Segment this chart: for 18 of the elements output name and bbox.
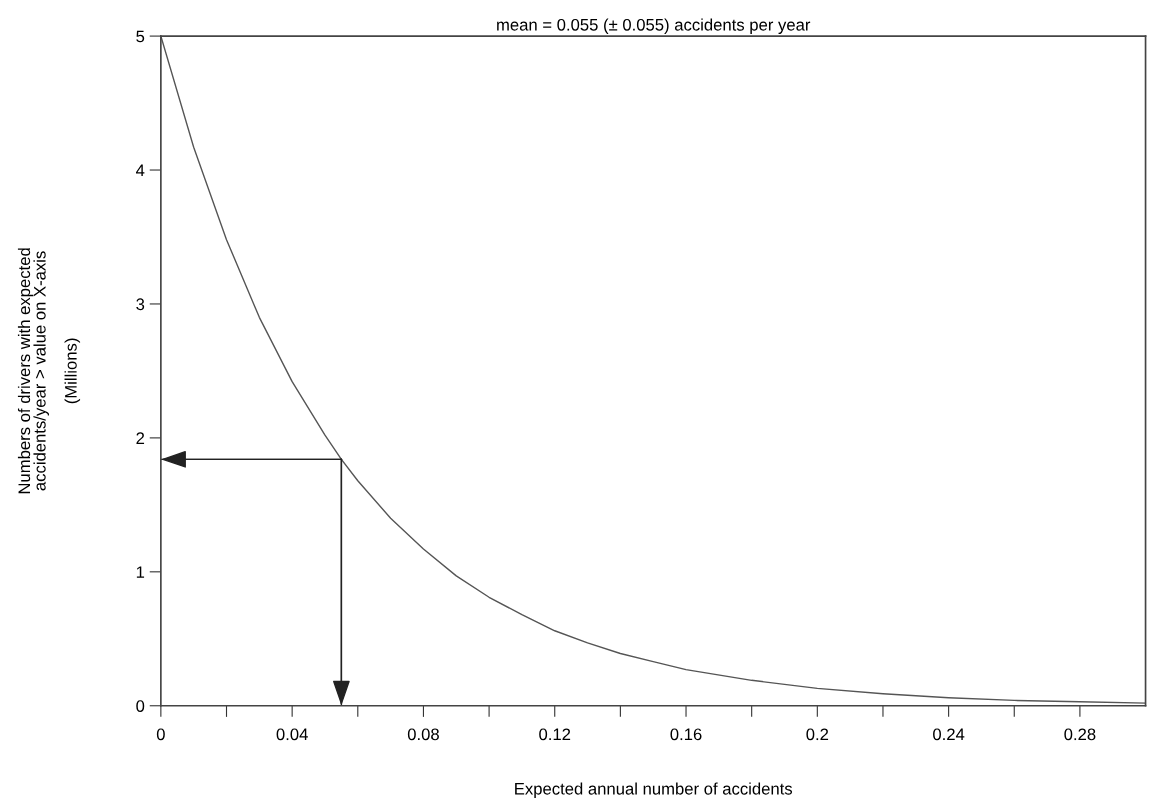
y-axis-title: Numbers of drivers with expected accidents/year > value on X-axis (Millions) xyxy=(17,248,81,494)
x-tick-label: 0.16 xyxy=(670,728,702,741)
x-axis-title: Expected annual number of accidents xyxy=(515,782,793,798)
x-tick-label: 0.2 xyxy=(806,728,829,741)
x-tick-label: 0.04 xyxy=(276,728,308,741)
y-tick-label: 5 xyxy=(136,30,145,43)
line-series xyxy=(160,36,1146,704)
y-tick-label: 0 xyxy=(136,700,145,712)
y-tick-label: 3 xyxy=(136,298,145,311)
x-tick-label: 0.28 xyxy=(1064,728,1096,741)
y-tick-label: 1 xyxy=(136,566,145,578)
y-tick-label: 2 xyxy=(136,432,145,444)
y-tick-label: 4 xyxy=(136,164,145,177)
chart-title: mean = 0.055 (± 0.055) accidents per year xyxy=(497,18,811,34)
x-tick-label: 0.08 xyxy=(407,728,439,741)
x-tick-label: 0.24 xyxy=(933,728,965,741)
x-tick-label: 0.12 xyxy=(539,728,571,741)
x-tick-label: 0 xyxy=(156,728,165,741)
